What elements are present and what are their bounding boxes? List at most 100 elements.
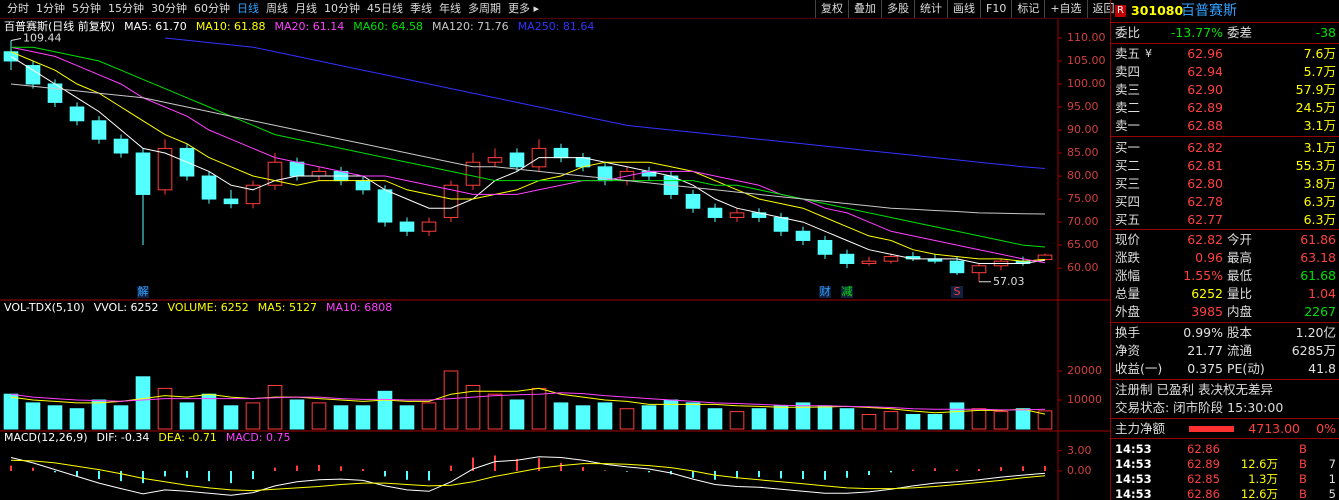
volume-bar <box>1015 408 1031 430</box>
tick-price: 62.85 <box>1187 472 1220 486</box>
candle-body <box>399 221 415 232</box>
tick-time: 14:53 <box>1115 457 1152 471</box>
stats-row: 换手 0.99% 股本 1.20亿 <box>1111 324 1339 342</box>
tool-button[interactable]: 返回 <box>1086 0 1120 18</box>
flow-row: 主力净额 4713.00 0% <box>1111 420 1339 438</box>
tool-button[interactable]: +自选 <box>1044 0 1086 18</box>
period-tab[interactable]: 月线 <box>295 2 317 15</box>
tick-price: 62.86 <box>1187 487 1220 500</box>
tool-button[interactable]: 多股 <box>881 0 914 18</box>
volume-bar <box>223 405 239 430</box>
ma-line <box>10 55 1046 264</box>
volume-bar <box>1037 410 1053 430</box>
legend-entry: MA5: 5127 <box>258 301 317 314</box>
y-tick-label: 100.00 <box>1067 77 1106 90</box>
ratio-value: -38 <box>1315 25 1336 40</box>
y-tick-label: 75.00 <box>1067 192 1099 205</box>
stat-label: 外盘 <box>1115 304 1141 319</box>
divider <box>1111 229 1339 230</box>
ratio-value: -13.77% <box>1170 25 1223 40</box>
book-volume: 6.3万 <box>1303 194 1336 209</box>
candle-body <box>3 51 19 62</box>
period-tab[interactable]: 1分钟 <box>36 2 65 15</box>
candle-body <box>25 65 41 85</box>
tick-price: 62.89 <box>1187 457 1220 471</box>
flow-bar <box>1189 426 1234 432</box>
candle-body <box>201 175 217 200</box>
period-tab[interactable]: 日线 <box>237 2 259 15</box>
y-tick-label: 110.00 <box>1067 31 1106 44</box>
period-tab[interactable]: 10分钟 <box>324 2 360 15</box>
volume-bar <box>993 411 1009 430</box>
flow-label: 主力净额 <box>1115 421 1166 436</box>
order-book-row: 卖五 ¥62.96 7.6万 <box>1111 45 1339 63</box>
order-book-row: 买三 62.80 3.8万 <box>1111 175 1339 193</box>
divider <box>1111 43 1339 44</box>
tool-button[interactable]: 画线 <box>947 0 980 18</box>
tool-button[interactable]: F10 <box>980 0 1011 18</box>
period-tab[interactable]: 15分钟 <box>108 2 144 15</box>
flow-pct: 0% <box>1316 421 1336 436</box>
tool-button[interactable]: 标记 <box>1011 0 1044 18</box>
y-tick-label: 10000 <box>1067 393 1102 406</box>
book-price: 62.88 <box>1187 118 1223 133</box>
candle-body <box>707 207 723 218</box>
book-price: 62.80 <box>1187 176 1223 191</box>
candle-body <box>355 180 371 191</box>
book-price: 62.94 <box>1187 64 1223 79</box>
tick-price: 62.86 <box>1187 442 1220 456</box>
period-tab[interactable]: 季线 <box>410 2 432 15</box>
event-box <box>137 286 149 298</box>
book-price: 62.78 <box>1187 194 1223 209</box>
stat-value: 62.82 <box>1187 232 1223 247</box>
volume-bar <box>751 408 767 430</box>
tool-button[interactable]: 复权 <box>815 0 848 18</box>
period-tab[interactable]: 45日线 <box>367 2 403 15</box>
period-tab[interactable]: 30分钟 <box>151 2 187 15</box>
period-tab[interactable]: 周线 <box>266 2 288 15</box>
tick-volume: 12.6万 <box>1240 487 1278 500</box>
candle-body <box>883 256 899 262</box>
period-tab[interactable]: 分时 <box>7 2 29 15</box>
volume-bar <box>883 411 899 430</box>
divider <box>1111 22 1339 23</box>
candle-body <box>509 152 525 168</box>
tick-time: 14:53 <box>1115 487 1152 500</box>
stats-row: 总量 6252 量比 1.04 <box>1111 285 1339 303</box>
stat-value: 61.86 <box>1300 232 1336 247</box>
candle-body <box>861 260 877 264</box>
tool-button[interactable]: 统计 <box>914 0 947 18</box>
quote-header: R 301080 百普赛斯 <box>1111 2 1339 20</box>
stat-label: 流通 <box>1227 343 1253 358</box>
candle-body <box>135 152 151 195</box>
volume-bar <box>157 387 173 430</box>
tool-button[interactable]: 叠加 <box>848 0 881 18</box>
max-annotation: 109.44 <box>23 32 62 45</box>
period-tab[interactable]: 60分钟 <box>194 2 230 15</box>
period-tab[interactable]: 多周期 <box>468 2 501 15</box>
book-price: 62.96 <box>1187 46 1223 61</box>
volume-bar <box>355 405 371 430</box>
tick-time: 14:53 <box>1115 442 1152 456</box>
period-tab[interactable]: 更多 ▸ <box>508 2 540 15</box>
y-tick-label: 60.00 <box>1067 261 1099 274</box>
order-book-row: 卖二 62.89 24.5万 <box>1111 99 1339 117</box>
stat-label: 总量 <box>1115 286 1141 301</box>
volume-bar <box>575 405 591 430</box>
stat-label: 涨跌 <box>1115 250 1141 265</box>
period-tab[interactable]: 5分钟 <box>72 2 101 15</box>
stock-name: 百普赛斯 <box>1181 3 1237 19</box>
book-volume: 3.1万 <box>1303 118 1336 133</box>
candle-body <box>487 157 503 163</box>
macd-line <box>10 456 1046 496</box>
stat-label: 换手 <box>1115 325 1141 340</box>
stat-value: 1.04 <box>1308 286 1336 301</box>
volume-bar <box>91 399 107 430</box>
period-tab[interactable]: 年线 <box>439 2 461 15</box>
book-volume: 7.6万 <box>1303 46 1336 61</box>
y-tick-label: 90.00 <box>1067 123 1099 136</box>
legend-entry: MA20: 61.14 <box>275 20 345 33</box>
chart-title: 百普赛斯(日线 前复权) <box>4 19 115 33</box>
divider <box>1111 322 1339 323</box>
candle-body <box>817 239 833 255</box>
